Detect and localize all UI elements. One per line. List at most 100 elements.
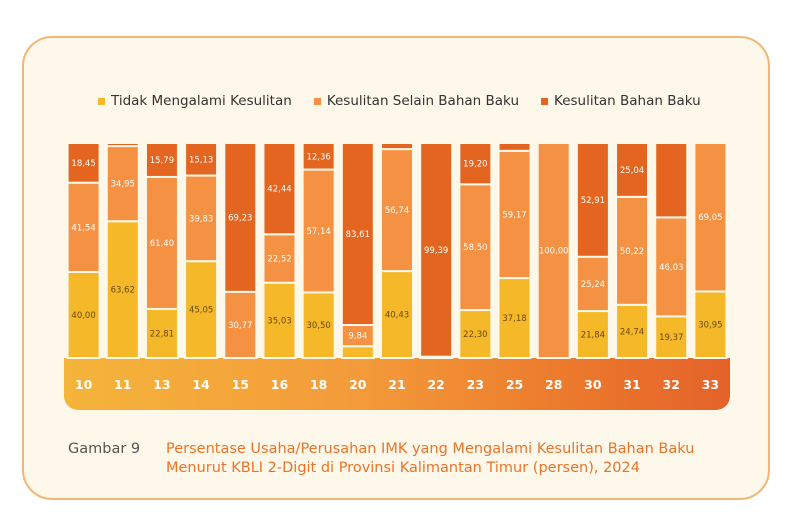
legend-swatch-tidak — [98, 97, 105, 105]
bar-segment-bahan-18 — [301, 142, 336, 171]
category-label-33: 33 — [702, 377, 719, 392]
bar-segment-tidak-32 — [654, 315, 689, 359]
bar-segment-tidak-21 — [380, 270, 414, 359]
legend-swatch-selain — [313, 97, 321, 105]
data-label-selain-31: 50,22 — [620, 247, 644, 257]
legend-item-bahan: Kesulitan Bahan Baku — [541, 93, 701, 109]
bar-segment-tidak-10 — [66, 270, 101, 359]
bar-segment-tidak-16 — [262, 281, 297, 360]
bar-segment-selain-11 — [105, 145, 140, 223]
bar-segment-tidak-11 — [105, 220, 140, 359]
category-label-20: 20 — [349, 377, 367, 392]
bar-segment-bahan-20 — [340, 142, 375, 327]
data-label-tidak-33: 30,95 — [698, 321, 722, 331]
legend: Tidak Mengalami Kesulitan Kesulitan Sela… — [98, 92, 723, 110]
data-label-tidak-31: 24,74 — [620, 327, 644, 337]
bar-segment-selain-13 — [144, 175, 179, 310]
bar-segment-tidak-25 — [497, 277, 532, 359]
bar-segment-bahan-22 — [419, 142, 454, 358]
bar-segment-bahan-25 — [497, 142, 532, 152]
category-label-15: 15 — [232, 377, 249, 392]
bar-segment-selain-28 — [536, 142, 571, 359]
data-label-selain-33: 69,05 — [698, 213, 722, 223]
legend-label-selain: Kesulitan Selain Bahan Baku — [326, 93, 520, 109]
data-label-bahan-31: 25,04 — [620, 166, 644, 176]
data-label-tidak-21: 40,43 — [385, 311, 409, 321]
bar-segment-tidak-18 — [301, 291, 336, 359]
data-label-selain-15: 30,77 — [228, 321, 252, 331]
bar-segment-bahan-14 — [184, 142, 219, 177]
bar-segment-bahan-10 — [66, 142, 101, 184]
bar-segment-bahan-13 — [144, 142, 179, 178]
category-label-10: 10 — [75, 377, 93, 392]
data-label-selain-20: 9,84 — [348, 332, 367, 342]
data-label-tidak-10: 40,00 — [71, 311, 95, 321]
data-label-selain-21: 56,74 — [385, 206, 409, 216]
legend-label-tidak: Tidak Mengalami Kesulitan — [111, 93, 292, 109]
data-label-selain-11: 34,95 — [111, 180, 135, 190]
data-label-selain-14: 39,83 — [189, 214, 213, 224]
legend-label-bahan: Kesulitan Bahan Baku — [554, 93, 701, 109]
category-label-11: 11 — [114, 377, 131, 392]
data-label-tidak-30: 21,84 — [581, 331, 605, 341]
bar-segment-selain-32 — [654, 216, 689, 318]
data-label-bahan-13: 15,79 — [150, 156, 174, 166]
category-label-25: 25 — [506, 377, 523, 392]
bar-segment-bahan-21 — [380, 142, 414, 151]
data-label-bahan-20: 83,61 — [346, 230, 370, 240]
bar-segment-tidak-13 — [144, 307, 179, 359]
category-label-30: 30 — [584, 377, 602, 392]
bar-segment-bahan-15 — [223, 142, 258, 293]
bar-segment-bahan-30 — [575, 142, 610, 258]
bar-segment-bahan-16 — [262, 142, 297, 236]
legend-item-selain: Kesulitan Selain Bahan Baku — [313, 93, 520, 109]
bar-segment-tidak-23 — [458, 309, 493, 359]
category-label-31: 31 — [623, 377, 640, 392]
category-label-22: 22 — [427, 377, 444, 392]
bar-segment-bahan-32 — [654, 142, 689, 219]
bar-segment-bahan-11 — [105, 142, 140, 148]
caption-title: Persentase Usaha/Perusahan IMK yang Meng… — [166, 440, 694, 478]
data-label-selain-30: 25,24 — [581, 280, 605, 290]
data-label-bahan-14: 15,13 — [189, 155, 213, 165]
bar-segment-selain-25 — [497, 149, 532, 280]
bar-segment-bahan-23 — [458, 142, 493, 186]
data-label-selain-18: 57,14 — [306, 227, 330, 237]
data-label-bahan-15: 69,23 — [228, 213, 252, 223]
caption-title-line-1: Persentase Usaha/Perusahan IMK yang Meng… — [166, 441, 695, 457]
legend-item-tidak: Tidak Mengalami Kesulitan — [98, 93, 292, 109]
data-label-bahan-23: 19,20 — [463, 160, 487, 170]
data-label-selain-28: 100,00 — [539, 247, 569, 257]
bar-segment-tidak-20 — [340, 345, 375, 359]
category-axis-band — [64, 358, 730, 410]
legend-swatch-bahan — [541, 97, 549, 105]
bar-segment-selain-21 — [380, 148, 414, 273]
caption-title-line-2: Menurut KBLI 2-Digit di Provinsi Kaliman… — [166, 460, 640, 476]
caption-label: Gambar 9 — [68, 441, 141, 457]
data-label-tidak-32: 19,37 — [659, 333, 683, 343]
data-label-tidak-13: 22,81 — [150, 329, 174, 339]
category-label-13: 13 — [153, 377, 170, 392]
category-label-28: 28 — [545, 377, 562, 392]
data-label-bahan-30: 52,91 — [581, 196, 605, 206]
bar-segment-selain-23 — [458, 183, 493, 312]
bar-segment-selain-31 — [615, 195, 650, 306]
data-label-bahan-16: 42,44 — [267, 185, 291, 195]
bar-segment-selain-16 — [262, 233, 297, 284]
data-label-tidak-25: 37,18 — [502, 314, 526, 324]
data-label-tidak-18: 30,50 — [306, 321, 330, 331]
data-label-selain-25: 59,17 — [502, 210, 526, 220]
data-label-tidak-16: 35,03 — [267, 316, 291, 326]
data-label-selain-32: 46,03 — [659, 263, 683, 273]
category-label-32: 32 — [663, 377, 680, 392]
data-label-bahan-22: 99,39 — [424, 246, 448, 256]
category-label-14: 14 — [192, 377, 210, 392]
category-label-21: 21 — [388, 377, 405, 392]
data-label-bahan-10: 18,45 — [71, 159, 95, 169]
data-label-selain-23: 58,50 — [463, 243, 487, 253]
category-label-18: 18 — [310, 377, 327, 392]
bar-segment-bahan-31 — [615, 142, 650, 198]
category-label-16: 16 — [271, 377, 289, 392]
bar-segment-selain-33 — [693, 142, 728, 293]
